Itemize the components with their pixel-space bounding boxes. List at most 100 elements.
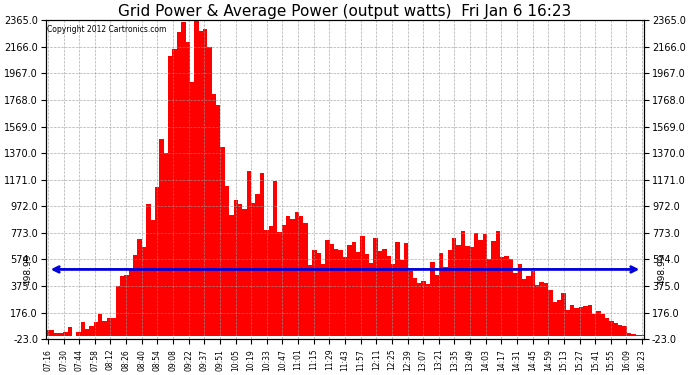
Bar: [574, 308, 579, 336]
Bar: [360, 236, 364, 336]
Bar: [408, 271, 413, 336]
Bar: [351, 242, 356, 336]
Bar: [583, 306, 587, 336]
Bar: [535, 285, 540, 336]
Bar: [98, 314, 103, 336]
Bar: [474, 233, 478, 336]
Bar: [168, 56, 172, 336]
Bar: [277, 232, 282, 336]
Bar: [587, 304, 592, 336]
Bar: [356, 252, 360, 336]
Bar: [103, 321, 107, 336]
Bar: [347, 244, 351, 336]
Bar: [77, 332, 81, 336]
Bar: [172, 49, 177, 336]
Bar: [330, 244, 334, 336]
Bar: [561, 292, 566, 336]
Bar: [290, 219, 295, 336]
Bar: [50, 330, 55, 336]
Title: Grid Power & Average Power (output watts)  Fri Jan 6 16:23: Grid Power & Average Power (output watts…: [119, 4, 571, 19]
Bar: [382, 249, 386, 336]
Bar: [513, 273, 518, 336]
Bar: [609, 321, 613, 336]
Bar: [159, 139, 164, 336]
Bar: [181, 22, 186, 336]
Bar: [500, 257, 504, 336]
Bar: [605, 318, 609, 336]
Bar: [273, 181, 277, 336]
Bar: [377, 251, 382, 336]
Bar: [618, 325, 622, 336]
Bar: [208, 46, 212, 336]
Bar: [439, 254, 443, 336]
Bar: [640, 335, 644, 336]
Bar: [137, 238, 142, 336]
Bar: [461, 231, 465, 336]
Bar: [286, 216, 290, 336]
Bar: [426, 284, 430, 336]
Bar: [129, 269, 133, 336]
Bar: [339, 250, 343, 336]
Bar: [566, 310, 570, 336]
Bar: [282, 225, 286, 336]
Bar: [225, 186, 229, 336]
Bar: [155, 187, 159, 336]
Bar: [579, 307, 583, 336]
Bar: [422, 281, 426, 336]
Bar: [404, 243, 408, 336]
Bar: [46, 330, 50, 336]
Bar: [247, 171, 251, 336]
Bar: [373, 238, 377, 336]
Bar: [334, 249, 339, 336]
Bar: [85, 329, 90, 336]
Bar: [299, 216, 304, 336]
Bar: [308, 265, 313, 336]
Bar: [242, 209, 247, 336]
Bar: [195, 19, 199, 336]
Bar: [343, 256, 347, 336]
Bar: [465, 246, 469, 336]
Bar: [487, 259, 491, 336]
Bar: [63, 332, 68, 336]
Bar: [522, 279, 526, 336]
Bar: [627, 333, 631, 336]
Bar: [186, 42, 190, 336]
Bar: [133, 255, 137, 336]
Text: Copyright 2012 Cartronics.com: Copyright 2012 Cartronics.com: [47, 25, 166, 34]
Bar: [395, 243, 400, 336]
Bar: [391, 264, 395, 336]
Bar: [635, 335, 640, 336]
Bar: [364, 254, 369, 336]
Bar: [400, 260, 404, 336]
Bar: [260, 173, 264, 336]
Bar: [251, 202, 255, 336]
Bar: [212, 94, 216, 336]
Bar: [557, 300, 561, 336]
Bar: [430, 262, 435, 336]
Bar: [238, 204, 242, 336]
Bar: [124, 274, 129, 336]
Bar: [622, 326, 627, 336]
Bar: [613, 323, 618, 336]
Bar: [491, 241, 495, 336]
Bar: [94, 322, 98, 336]
Bar: [81, 322, 85, 336]
Bar: [443, 267, 448, 336]
Bar: [111, 318, 116, 336]
Bar: [448, 251, 452, 336]
Bar: [142, 248, 146, 336]
Bar: [509, 258, 513, 336]
Bar: [221, 147, 225, 336]
Bar: [190, 82, 195, 336]
Bar: [596, 311, 600, 336]
Bar: [313, 251, 317, 336]
Bar: [326, 240, 330, 336]
Bar: [203, 29, 208, 336]
Bar: [504, 256, 509, 336]
Bar: [482, 234, 487, 336]
Bar: [544, 283, 548, 336]
Bar: [120, 276, 124, 336]
Bar: [255, 194, 260, 336]
Bar: [107, 318, 111, 336]
Bar: [59, 333, 63, 336]
